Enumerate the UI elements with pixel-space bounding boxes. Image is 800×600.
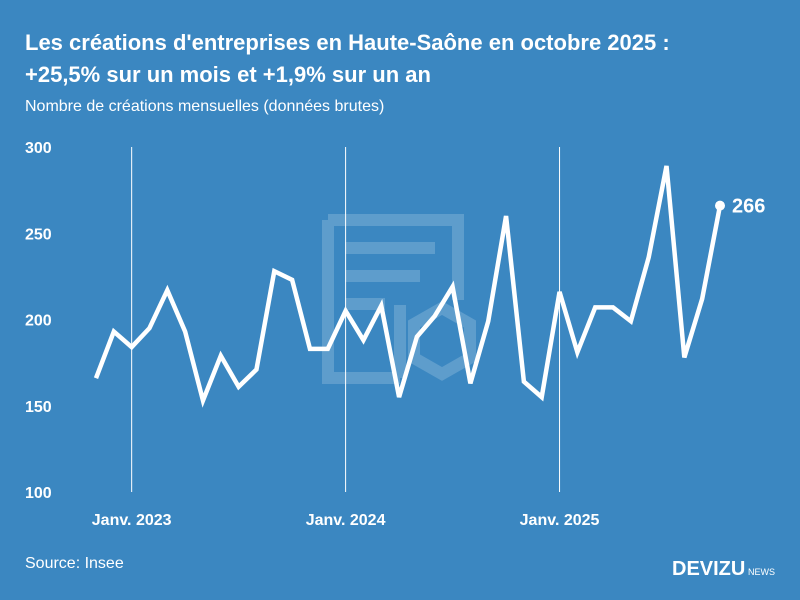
brand-suffix: NEWS	[748, 567, 775, 577]
end-point	[715, 200, 725, 211]
watermark	[322, 214, 476, 384]
source: Source: Insee	[25, 555, 124, 572]
chart-title: +25,5% sur un mois et +1,9% sur un an	[25, 62, 431, 87]
y-tick-label: 200	[25, 313, 52, 330]
chart-subtitle: Nombre de créations mensuelles (données …	[25, 98, 384, 115]
x-tick-label: Janv. 2025	[520, 512, 600, 529]
brand: DEVIZU	[672, 558, 745, 580]
y-tick-label: 100	[25, 485, 52, 502]
line	[93, 165, 723, 408]
value-label: 266	[732, 196, 765, 218]
x-tick-label: Janv. 2023	[92, 512, 172, 529]
y-tick-label: 250	[25, 226, 52, 243]
y-tick-label: 300	[25, 140, 52, 157]
x-tick-label: Janv. 2024	[306, 512, 386, 529]
chart-title: Les créations d'entreprises en Haute-Saô…	[25, 30, 670, 55]
y-tick-label: 150	[25, 399, 52, 416]
